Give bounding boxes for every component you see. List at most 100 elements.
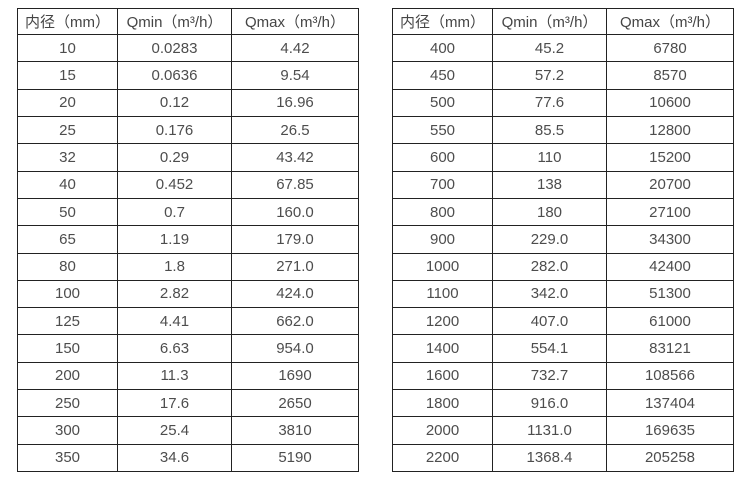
table-row: 400 45.2 6780 [392, 33, 734, 63]
table-cell: 300 [17, 416, 118, 445]
table-cell: 4.41 [117, 307, 232, 336]
table-cell: 2650 [231, 389, 359, 418]
table-cell: 900 [392, 225, 493, 254]
table-cell: 424.0 [231, 279, 359, 309]
table-cell: 0.12 [117, 88, 232, 117]
table-row: 600 110 15200 [392, 143, 734, 172]
table-row: 200 11.3 1690 [17, 361, 359, 391]
table-row: 50 0.7 160.0 [17, 197, 359, 227]
table-cell: 5190 [231, 443, 359, 473]
table-cell: 83121 [606, 334, 734, 363]
table-cell: 10 [17, 33, 118, 63]
table-cell: 150 [17, 334, 118, 363]
table-cell: 26.5 [231, 115, 359, 145]
table-cell: 500 [392, 88, 493, 117]
table-header-row: 内径（mm） Qmin（m³/h） Qmax（m³/h） [17, 8, 359, 35]
table-body-right: 400 45.2 6780 450 57.2 8570 500 77.6 10600 550 85.… [392, 33, 734, 473]
header-qmax: Qmax（m³/h） [606, 8, 734, 35]
table-cell: 85.5 [492, 115, 607, 145]
table-cell: 20 [17, 88, 118, 117]
table-cell: 1690 [231, 361, 359, 391]
table-cell: 61000 [606, 307, 734, 336]
table-row: 1000 282.0 42400 [392, 252, 734, 281]
table-row: 20 0.12 16.96 [17, 88, 359, 117]
table-cell: 1100 [392, 279, 493, 309]
table-row: 1200 407.0 61000 [392, 307, 734, 336]
table-cell: 40 [17, 170, 118, 199]
table-cell: 554.1 [492, 334, 607, 363]
table-cell: 34.6 [117, 443, 232, 473]
table-row: 700 138 20700 [392, 170, 734, 199]
table-cell: 32 [17, 143, 118, 172]
table-cell: 400 [392, 33, 493, 63]
table-cell: 15 [17, 61, 118, 90]
table-cell: 10600 [606, 88, 734, 117]
table-cell: 1800 [392, 389, 493, 418]
table-row: 150 6.63 954.0 [17, 334, 359, 363]
table-cell: 450 [392, 61, 493, 90]
table-cell: 662.0 [231, 307, 359, 336]
table-cell: 205258 [606, 443, 734, 473]
header-inner-diameter: 内径（mm） [17, 8, 118, 35]
table-cell: 12800 [606, 115, 734, 145]
table-cell: 57.2 [492, 61, 607, 90]
table-row: 40 0.452 67.85 [17, 170, 359, 199]
table-cell: 4.42 [231, 33, 359, 63]
header-qmax: Qmax（m³/h） [231, 8, 359, 35]
table-cell: 34300 [606, 225, 734, 254]
table-cell: 67.85 [231, 170, 359, 199]
table-cell: 100 [17, 279, 118, 309]
table-cell: 137404 [606, 389, 734, 418]
table-cell: 180 [492, 197, 607, 227]
table-row: 350 34.6 5190 [17, 443, 359, 473]
table-cell: 2.82 [117, 279, 232, 309]
table-cell: 138 [492, 170, 607, 199]
table-row: 2000 1131.0 169635 [392, 416, 734, 445]
header-qmin: Qmin（m³/h） [117, 8, 232, 35]
table-cell: 108566 [606, 361, 734, 391]
table-cell: 250 [17, 389, 118, 418]
table-cell: 45.2 [492, 33, 607, 63]
flow-spec-table-left: 内径（mm） Qmin（m³/h） Qmax（m³/h） 10 0.0283 4.4… [17, 8, 359, 473]
table-row: 100 2.82 424.0 [17, 279, 359, 309]
table-row: 80 1.8 271.0 [17, 252, 359, 281]
table-cell: 16.96 [231, 88, 359, 117]
table-cell: 125 [17, 307, 118, 336]
table-cell: 200 [17, 361, 118, 391]
table-cell: 600 [392, 143, 493, 172]
table-cell: 160.0 [231, 197, 359, 227]
table-row: 1600 732.7 108566 [392, 361, 734, 391]
flow-spec-table-right: 内径（mm） Qmin（m³/h） Qmax（m³/h） 400 45.2 6780… [392, 8, 734, 473]
table-cell: 0.176 [117, 115, 232, 145]
table-cell: 0.0636 [117, 61, 232, 90]
table-cell: 0.0283 [117, 33, 232, 63]
table-row: 1100 342.0 51300 [392, 279, 734, 309]
table-cell: 1.19 [117, 225, 232, 254]
table-cell: 169635 [606, 416, 734, 445]
table-cell: 342.0 [492, 279, 607, 309]
table-cell: 1.8 [117, 252, 232, 281]
table-row: 1800 916.0 137404 [392, 389, 734, 418]
table-cell: 42400 [606, 252, 734, 281]
table-cell: 43.42 [231, 143, 359, 172]
table-row: 900 229.0 34300 [392, 225, 734, 254]
table-cell: 51300 [606, 279, 734, 309]
table-cell: 80 [17, 252, 118, 281]
table-cell: 271.0 [231, 252, 359, 281]
table-cell: 27100 [606, 197, 734, 227]
table-row: 15 0.0636 9.54 [17, 61, 359, 90]
table-row: 32 0.29 43.42 [17, 143, 359, 172]
table-row: 800 180 27100 [392, 197, 734, 227]
table-cell: 25.4 [117, 416, 232, 445]
table-cell: 282.0 [492, 252, 607, 281]
table-cell: 9.54 [231, 61, 359, 90]
table-cell: 732.7 [492, 361, 607, 391]
table-cell: 2200 [392, 443, 493, 473]
table-cell: 25 [17, 115, 118, 145]
table-cell: 0.29 [117, 143, 232, 172]
table-row: 10 0.0283 4.42 [17, 33, 359, 63]
table-row: 250 17.6 2650 [17, 389, 359, 418]
table-row: 450 57.2 8570 [392, 61, 734, 90]
table-cell: 17.6 [117, 389, 232, 418]
